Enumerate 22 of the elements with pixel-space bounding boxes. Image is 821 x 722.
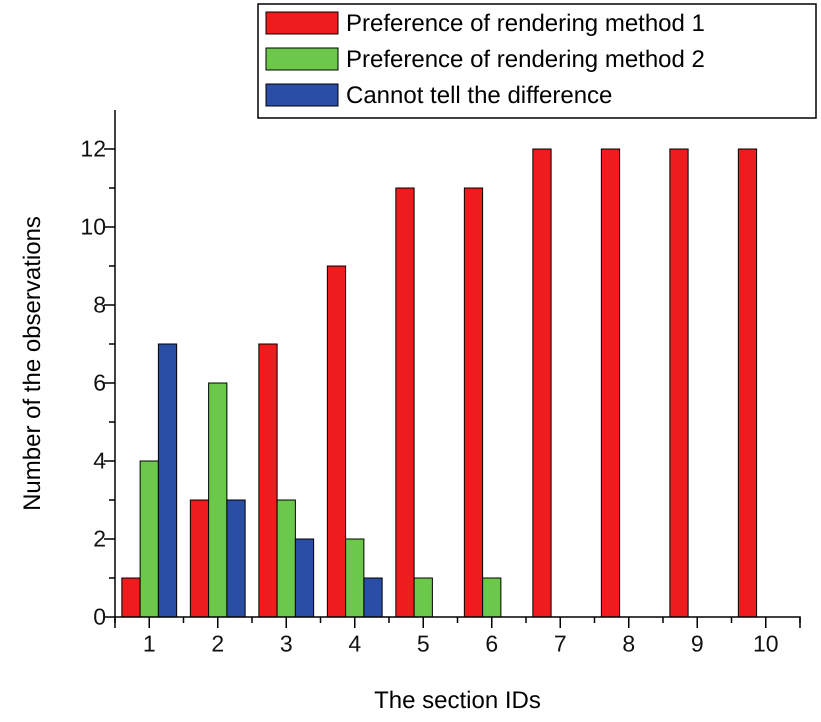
y-tick-label: 10 <box>80 213 106 240</box>
y-tick-label: 0 <box>93 603 106 630</box>
x-axis-title: The section IDs <box>374 687 541 714</box>
x-tick-label: 9 <box>690 630 704 657</box>
y-axis-title: Number of the observations <box>19 216 46 511</box>
x-tick-label: 4 <box>348 630 362 657</box>
x-tick-label: 8 <box>622 630 636 657</box>
x-tick-label: 2 <box>211 630 224 657</box>
x-tick-label: 5 <box>416 630 430 657</box>
y-tick-label: 4 <box>93 447 106 474</box>
legend-label: Preference of rendering method 2 <box>346 46 705 73</box>
x-tick-label: 3 <box>280 630 293 657</box>
y-tick-label: 12 <box>80 135 106 162</box>
x-tick-label: 7 <box>554 630 567 657</box>
x-tick-label: 1 <box>142 630 156 657</box>
legend-label: Cannot tell the difference <box>346 82 612 109</box>
y-tick-label: 6 <box>93 369 106 396</box>
y-tick-label: 8 <box>93 291 106 318</box>
x-tick-label: 10 <box>752 630 779 657</box>
x-tick-label: 6 <box>485 630 498 657</box>
legend-label: Preference of rendering method 1 <box>346 10 705 37</box>
y-tick-label: 2 <box>93 525 106 552</box>
